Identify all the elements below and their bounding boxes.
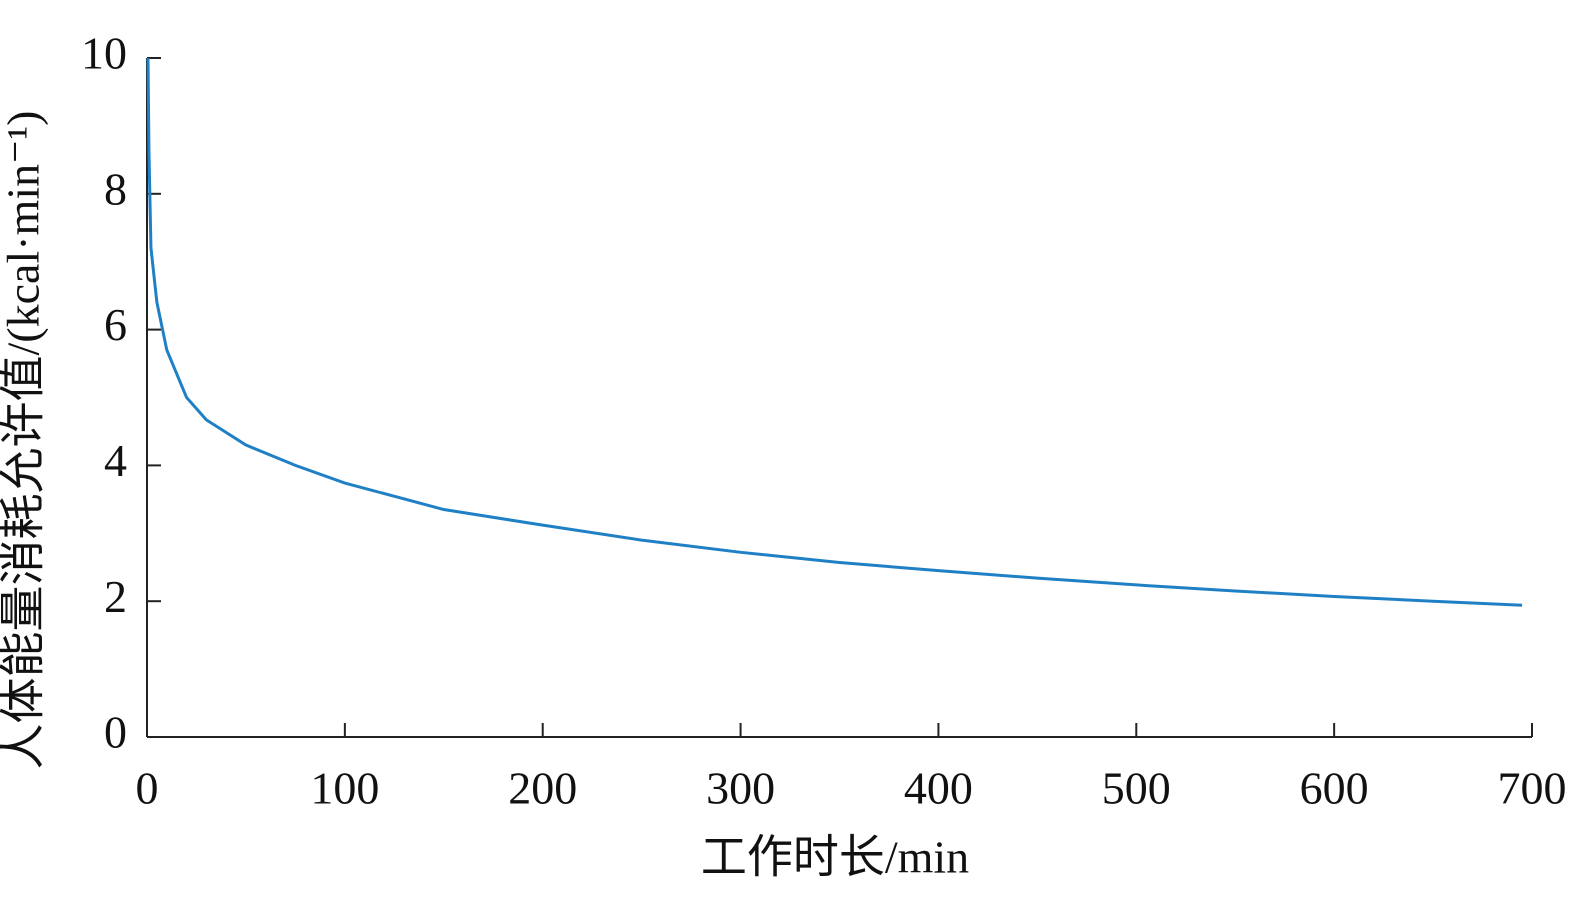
y-axis-label: 人体能量消耗允许值/(kcal·min⁻¹) xyxy=(0,111,49,770)
x-tick-label: 300 xyxy=(706,763,775,814)
x-tick-label: 100 xyxy=(310,763,379,814)
y-tick-label: 0 xyxy=(104,707,127,758)
x-tick-label: 200 xyxy=(508,763,577,814)
x-tick-label: 700 xyxy=(1498,763,1567,814)
y-tick-label: 6 xyxy=(104,299,127,350)
x-tick-label: 500 xyxy=(1102,763,1171,814)
x-axis-label: 工作时长/min xyxy=(701,832,969,883)
y-tick-label: 4 xyxy=(104,435,127,486)
x-tick-label: 600 xyxy=(1300,763,1369,814)
y-tick-label: 10 xyxy=(81,28,127,79)
data-line xyxy=(146,57,1523,607)
y-tick-label: 2 xyxy=(104,571,127,622)
y-tick-label: 8 xyxy=(104,163,127,214)
x-tick-label: 400 xyxy=(904,763,973,814)
x-tick-label: 0 xyxy=(136,763,159,814)
